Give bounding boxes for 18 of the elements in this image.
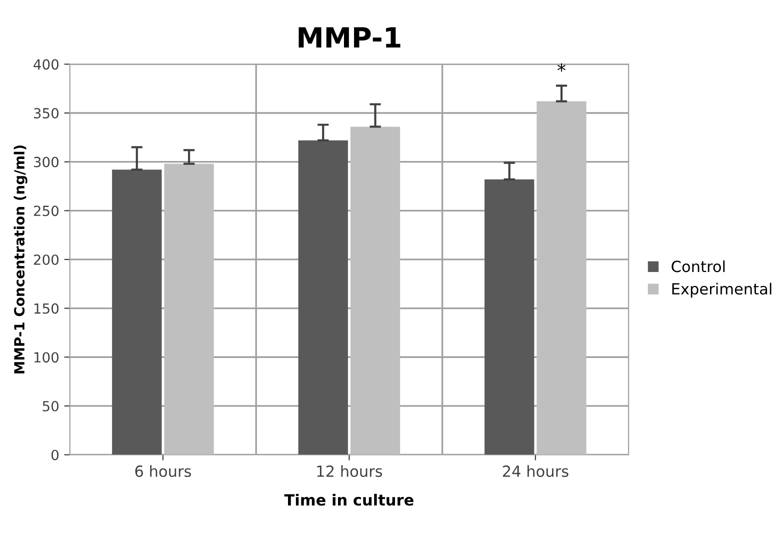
legend-label: Control bbox=[672, 260, 725, 272]
x-tick-label: 24 hours bbox=[502, 465, 568, 477]
chart-title: MMP-1 bbox=[298, 27, 400, 48]
y-tick-label: 250 bbox=[34, 206, 58, 216]
y-tick-label: 300 bbox=[34, 156, 58, 168]
y-tick-label: 150 bbox=[34, 303, 58, 314]
legend-label: Experimental bbox=[672, 282, 772, 298]
annotation: * bbox=[558, 63, 566, 72]
x-tick-label: 6 hours bbox=[135, 465, 191, 477]
y-tick-label: 50 bbox=[42, 400, 58, 412]
y-tick-label: 200 bbox=[34, 254, 58, 265]
y-tick-label: 400 bbox=[34, 59, 58, 70]
y-tick-label: 0 bbox=[52, 450, 58, 460]
y-tick-label: 100 bbox=[34, 352, 58, 363]
x-tick-label: 12 hours bbox=[317, 465, 382, 477]
y-tick-label: 350 bbox=[34, 108, 58, 118]
y-axis-title: MMP-1 Concentration (ng/ml) bbox=[14, 145, 28, 374]
x-axis-title: Time in culture bbox=[284, 494, 414, 506]
